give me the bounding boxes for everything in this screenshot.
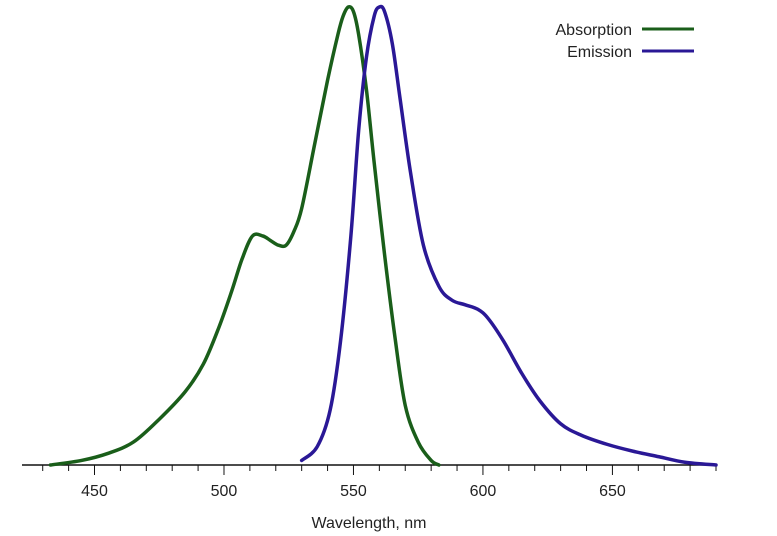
emission-curve xyxy=(299,4,718,467)
x-tick-label: 650 xyxy=(599,483,626,500)
series-lines xyxy=(48,4,718,467)
legend-label-absorption: Absorption xyxy=(556,22,633,39)
x-axis-ticks: 450 500 550 600 650 xyxy=(42,465,717,500)
x-tick-label: 600 xyxy=(470,483,497,500)
x-tick-label: 450 xyxy=(81,483,108,500)
legend: Absorption Emission xyxy=(556,22,694,61)
x-axis-title: Wavelength, nm xyxy=(311,515,426,532)
absorption-curve xyxy=(48,5,441,467)
x-tick-label: 500 xyxy=(211,483,238,500)
x-tick-label: 550 xyxy=(340,483,367,500)
legend-label-emission: Emission xyxy=(567,44,632,61)
